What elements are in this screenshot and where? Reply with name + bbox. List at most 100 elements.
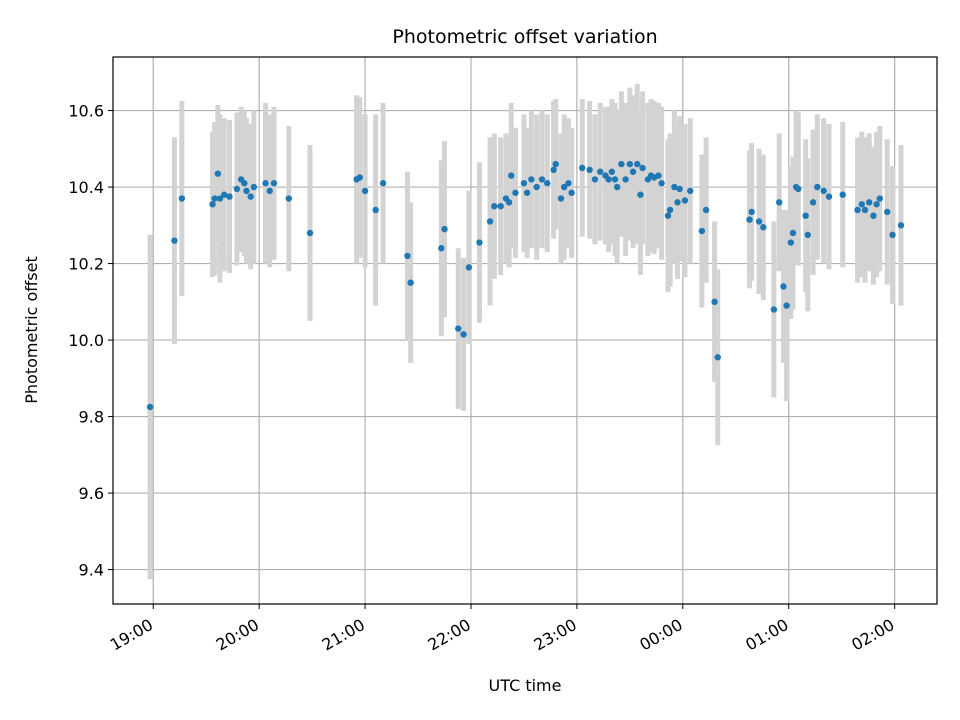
data-point xyxy=(783,302,790,309)
data-point xyxy=(216,195,224,202)
data-point xyxy=(702,206,710,214)
data-point xyxy=(839,191,846,198)
data-point xyxy=(671,183,678,191)
data-point xyxy=(666,206,674,214)
y-tick-label: 10.6 xyxy=(68,102,104,121)
y-tick-label: 10.4 xyxy=(68,178,104,197)
data-point xyxy=(486,218,494,225)
y-tick-label: 10.0 xyxy=(68,331,104,350)
data-point xyxy=(520,180,528,187)
data-point xyxy=(243,187,250,195)
data-point xyxy=(523,189,531,196)
data-point xyxy=(441,225,448,233)
data-point xyxy=(270,180,278,187)
data-point xyxy=(214,170,222,177)
data-point xyxy=(404,252,411,260)
data-point xyxy=(476,239,483,246)
data-point xyxy=(233,185,241,193)
data-point xyxy=(711,298,718,306)
data-point xyxy=(250,183,258,191)
data-point xyxy=(560,183,568,191)
data-point xyxy=(538,176,546,183)
data-point xyxy=(285,195,293,202)
data-point xyxy=(789,229,797,237)
y-axis-title: Photometric offset xyxy=(22,256,41,404)
data-point xyxy=(873,201,880,208)
data-point xyxy=(533,183,540,191)
data-point xyxy=(508,172,515,179)
data-point xyxy=(637,191,644,198)
data-point xyxy=(221,191,228,198)
data-points xyxy=(146,160,905,411)
data-point xyxy=(655,172,662,179)
data-point xyxy=(544,180,551,187)
data-point xyxy=(866,199,873,206)
data-point xyxy=(505,199,513,206)
data-point xyxy=(698,227,706,235)
data-point xyxy=(565,180,572,187)
data-point xyxy=(687,187,694,195)
data-point xyxy=(550,166,557,174)
data-point xyxy=(634,160,641,168)
data-point xyxy=(748,208,755,216)
data-point xyxy=(787,239,795,246)
data-point xyxy=(552,160,559,168)
data-point xyxy=(407,279,414,286)
data-point xyxy=(814,183,821,191)
data-point xyxy=(861,206,869,214)
data-point xyxy=(591,176,599,183)
data-point xyxy=(760,224,767,231)
data-point xyxy=(372,206,379,214)
data-point xyxy=(876,195,884,202)
data-point xyxy=(497,202,504,210)
plot-frame xyxy=(112,56,938,605)
data-point xyxy=(858,201,866,208)
data-point xyxy=(897,222,905,229)
data-point xyxy=(596,168,604,175)
data-point xyxy=(746,216,753,223)
data-point xyxy=(178,195,186,202)
data-point xyxy=(809,199,817,206)
data-point xyxy=(455,325,462,332)
data-point xyxy=(664,212,672,219)
data-point xyxy=(681,197,689,204)
data-point xyxy=(820,187,827,195)
data-point xyxy=(586,166,593,174)
data-point xyxy=(356,174,363,181)
data-point xyxy=(802,212,809,219)
data-point xyxy=(804,231,811,239)
data-point xyxy=(618,160,625,168)
chart-title: Photometric offset variation xyxy=(392,26,657,48)
data-point xyxy=(770,306,778,313)
data-point xyxy=(379,180,387,187)
data-point xyxy=(674,199,681,206)
data-point xyxy=(361,187,369,195)
y-tick-label: 10.2 xyxy=(68,255,104,274)
data-point xyxy=(622,176,629,183)
data-point xyxy=(491,202,498,210)
data-point xyxy=(658,180,665,187)
data-point xyxy=(889,231,896,239)
y-axis-ticks: 9.4 9.6 9.8 10.0 10.2 10.4 10.6 xyxy=(68,102,113,580)
data-point xyxy=(465,264,473,271)
data-point xyxy=(247,193,254,200)
data-point xyxy=(438,245,445,252)
data-point xyxy=(557,195,565,202)
data-point xyxy=(611,176,619,183)
data-point xyxy=(512,189,519,196)
data-point xyxy=(146,403,154,411)
data-point xyxy=(171,237,178,244)
data-point xyxy=(870,212,877,219)
y-tick-label: 9.4 xyxy=(79,561,104,580)
data-point xyxy=(755,218,763,225)
data-point xyxy=(884,208,891,216)
data-point xyxy=(605,176,612,183)
data-point xyxy=(714,354,721,361)
data-point xyxy=(266,187,273,195)
data-point xyxy=(639,164,646,172)
data-point xyxy=(629,168,637,175)
data-point xyxy=(226,193,233,200)
data-point xyxy=(262,180,269,187)
data-point xyxy=(528,176,535,183)
